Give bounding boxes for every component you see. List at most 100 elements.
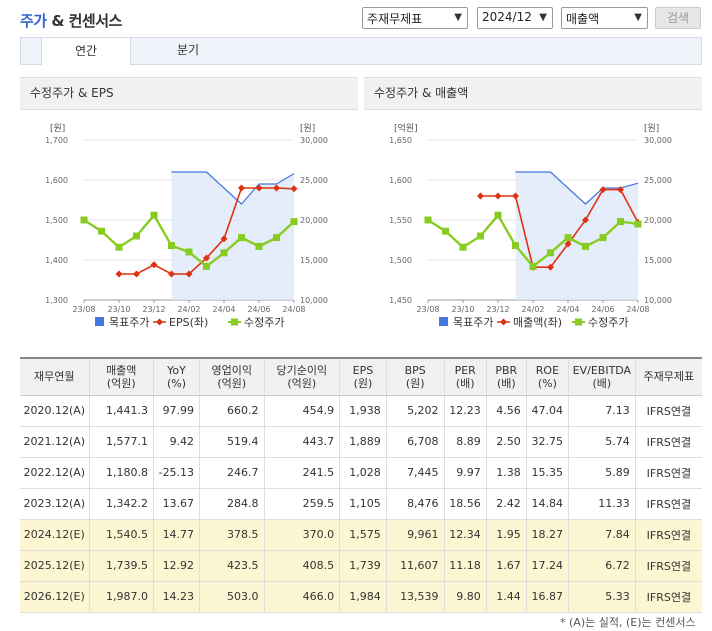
legend-swatch [500,318,507,326]
table-cell: 1,342.2 [88,488,154,520]
chart-sales-svg: [억원] [원] 1,450 1,500 1,550 1,600 1,650 10,000 15… [389,122,672,329]
chart-title: 수정주가 & 매출액 [364,77,702,110]
table-cell: IFRS연결 [634,426,702,458]
table-cell: 14.23 [152,581,200,613]
title-main: 주가 [20,12,47,30]
data-point [442,227,449,235]
table-cell: 466.0 [263,581,340,613]
legend-label: EPS(좌) [169,316,208,329]
x-tick-label: 24/02 [177,305,200,314]
left-axis-unit: [원] [50,123,65,134]
column-header-label: EV/EBITDA [572,363,632,377]
table-cell: -25.13 [152,457,200,489]
table-row: 2022.12(A) 1,180.8 -25.13 246.7 241.5 1,028 7,… [20,457,702,489]
table-cell: 18.56 [443,488,487,520]
table-cell: 2021.12(A) [20,426,90,458]
table-cell: 1,577.1 [88,426,154,458]
legend-swatch [231,318,238,326]
data-point [617,218,624,226]
left-tick-label: 1,600 [389,176,412,185]
column-header-unit: (억원) [217,376,247,390]
data-point [255,242,263,250]
x-tick-label: 23/12 [142,305,165,314]
column-header-label: 매출액 [106,363,137,377]
tab-quarterly[interactable]: 분기 [176,43,200,57]
data-point [512,242,519,250]
column-header-label: YoY [167,363,186,377]
left-series-line [480,188,639,268]
data-point [290,218,298,226]
right-tick-label: 20,000 [644,216,672,225]
column-header-label: BPS [404,363,426,377]
basis-select-value: 주재무제표 [367,12,423,26]
x-tick-label: 24/02 [521,305,544,314]
x-tick-label: 23/08 [416,305,439,314]
data-point [133,270,140,278]
right-tick-label: 30,000 [300,136,328,145]
right-tick-label: 25,000 [644,176,672,185]
chevron-down-icon: ▼ [539,12,547,23]
data-point [273,234,280,242]
data-point [238,184,245,192]
left-tick-label: 1,500 [389,256,412,265]
table-cell: 11.33 [568,488,636,520]
chevron-down-icon: ▼ [454,12,462,23]
table-cell: 1,984 [339,581,387,613]
search-button[interactable]: 검색 [655,7,701,29]
data-point [547,263,554,271]
x-tick-label: 23/10 [451,305,474,314]
table-cell: 7,445 [385,457,445,489]
data-point [617,186,624,194]
table-cell: 15.35 [525,457,569,489]
financial-table: 재무연월 매출액 (억원) YoY (%) 영업이익 (억원) 당기순이익 (억원) EPS (원)… [20,357,702,613]
x-tick-label: 24/06 [247,305,270,314]
table-cell: 443.7 [263,426,340,458]
chart-sales: 수정주가 & 매출액 [억원] [원] 1,450 1,500 1,550 1,600 1,… [364,77,702,337]
table-cell: 9.80 [443,581,487,613]
period-select[interactable]: 2024/12 ▼ [477,7,553,29]
column-header: ROE (%) [525,357,569,396]
legend-label: 목표주가 [453,316,493,329]
left-tick-label: 1,700 [45,136,68,145]
column-header: 주재무제표 [634,357,702,396]
data-point [133,232,140,240]
table-cell: 11.18 [443,550,487,582]
tab-annual[interactable]: 연간 [41,37,131,66]
table-row: 2021.12(A) 1,577.1 9.42 519.4 443.7 1,889 6,70… [20,426,702,458]
period-select-value: 2024/12 [482,10,532,24]
column-header: 매출액 (억원) [88,357,154,396]
table-row: 2025.12(E) 1,739.5 12.92 423.5 408.5 1,739 11,… [20,550,702,582]
table-cell: 17.24 [525,550,569,582]
column-header-unit: (배) [592,376,612,390]
right-tick-label: 10,000 [644,296,672,305]
table-cell: 4.56 [485,395,527,427]
table-cell: 1,105 [339,488,387,520]
table-cell: 1,028 [339,457,387,489]
table-cell: 660.2 [199,395,265,427]
page-title: 주가 & 컨센서스 [20,10,122,31]
right-tick-label: 15,000 [300,256,328,265]
basis-select[interactable]: 주재무제표 ▼ [362,7,468,29]
table-cell: 47.04 [525,395,569,427]
target-price-area [171,172,294,300]
table-cell: 11,607 [385,550,445,582]
column-header-label: EPS [352,363,374,377]
table-cell: 1,540.5 [88,519,154,551]
table-cell: 2026.12(E) [20,581,90,613]
right-tick-label: 20,000 [300,216,328,225]
data-point [220,249,228,257]
table-cell: 5,202 [385,395,445,427]
right-tick-label: 25,000 [300,176,328,185]
table-row: 2024.12(E) 1,540.5 14.77 378.5 370.0 1,575 9,9… [20,519,702,551]
table-cell: 2022.12(A) [20,457,90,489]
item-select[interactable]: 매출액 ▼ [561,7,648,29]
table-cell: 2020.12(A) [20,395,90,427]
column-header-unit: (%) [537,376,557,390]
data-point [238,234,245,242]
chart-eps: 수정주가 & EPS [원] [원] 1,300 1,400 1,500 1,600 1,7… [20,77,358,337]
right-tick-label: 30,000 [644,136,672,145]
x-tick-label: 24/06 [591,305,614,314]
table-cell: 246.7 [199,457,265,489]
table-cell: 1,739 [339,550,387,582]
table-cell: 5.74 [568,426,636,458]
